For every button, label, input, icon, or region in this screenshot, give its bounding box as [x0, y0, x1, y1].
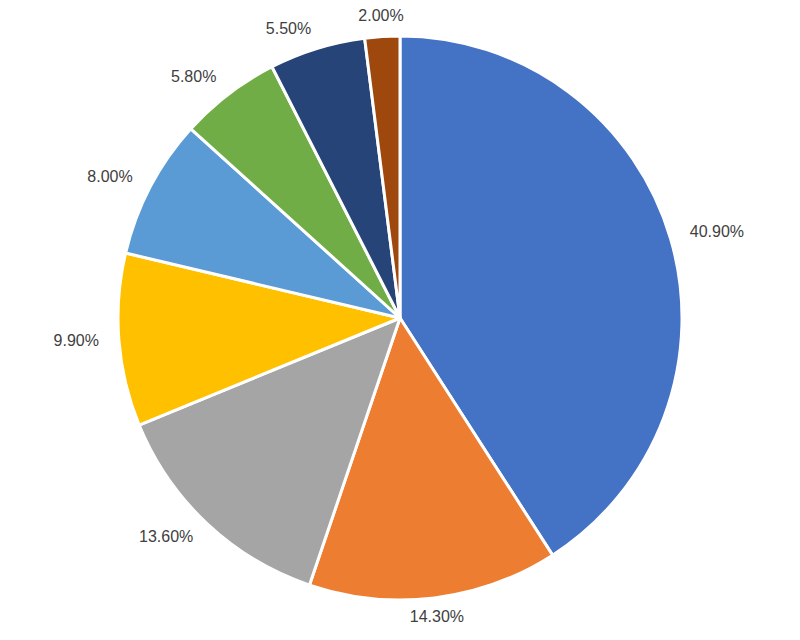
slice	[365, 36, 400, 318]
data-label: 2.00%	[358, 7, 403, 24]
slices	[118, 36, 682, 600]
data-label: 5.80%	[171, 68, 216, 85]
data-label: 5.50%	[266, 20, 311, 37]
data-label: 9.90%	[54, 332, 99, 349]
data-label: 14.30%	[410, 608, 464, 625]
chart: 40.90% 14.30% 13.60% 9.90% 8.00% 5.80% 5.50% 2.…	[0, 0, 800, 640]
data-label: 8.00%	[87, 168, 132, 185]
data-label: 40.90%	[690, 223, 744, 240]
data-labels: 40.90% 14.30% 13.60% 9.90% 8.00% 5.80% 5.50% 2.…	[54, 7, 744, 625]
data-label: 13.60%	[139, 528, 193, 545]
